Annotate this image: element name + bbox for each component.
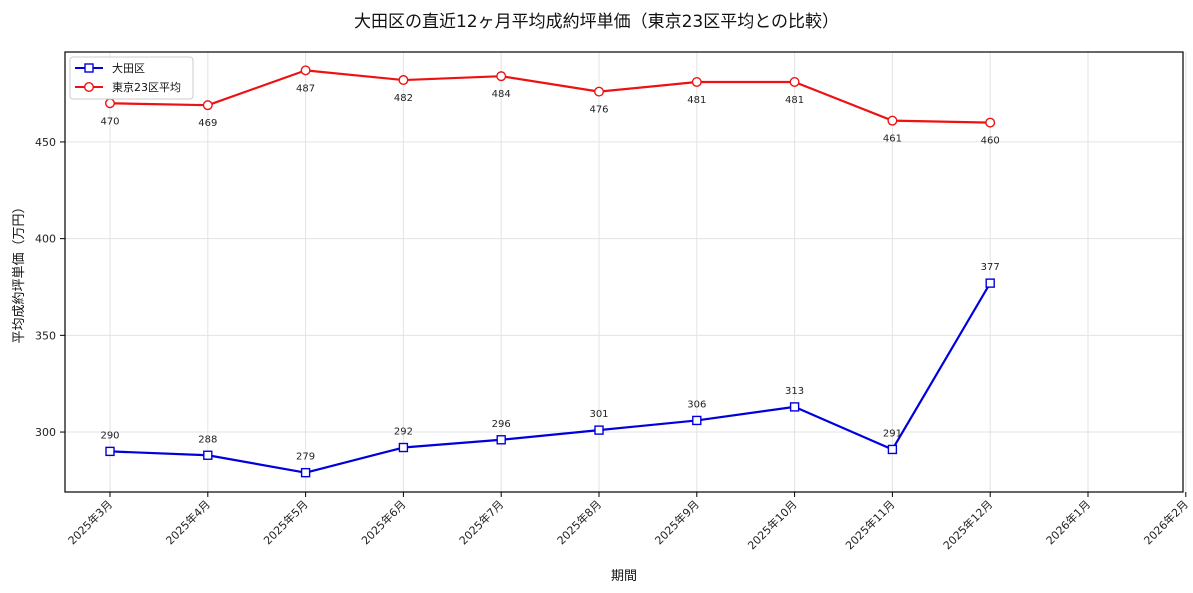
data-point-circle — [202, 100, 213, 111]
x-tick-label: 2026年1月 — [1043, 497, 1093, 547]
data-point-square — [887, 444, 898, 455]
data-point-square — [692, 415, 702, 426]
data-label: 296 — [492, 419, 511, 430]
chart-title: 大田区の直近12ヶ月平均成約坪単価（東京23区平均との比較） — [353, 12, 840, 32]
data-point-circle — [691, 76, 702, 87]
y-tick-label: 450 — [35, 136, 56, 149]
x-tick-label: 2025年11月 — [842, 497, 897, 552]
data-label: 291 — [883, 428, 902, 439]
plot-frame — [64, 51, 1184, 493]
x-axis-ticks: 2025年3月 2025年4月 2025年5月 2025年6月 2025年7月 2025年… — [65, 492, 1191, 552]
data-point-square — [203, 450, 213, 460]
data-label: 469 — [198, 118, 217, 129]
y-tick-label: 350 — [35, 329, 56, 342]
x-tick-label: 2025年8月 — [554, 497, 604, 547]
data-point-square — [496, 435, 506, 445]
x-tick-label: 2025年5月 — [261, 497, 311, 547]
x-tick-label: 2025年10月 — [745, 497, 800, 552]
x-tick-label: 2025年12月 — [940, 497, 995, 552]
legend-label-tokyo23: 東京23区平均 — [112, 80, 181, 94]
y-tick-label: 400 — [35, 233, 56, 246]
x-tick-label: 2026年2月 — [1141, 497, 1191, 547]
data-point-circle — [594, 86, 605, 97]
data-label: 470 — [100, 116, 119, 127]
series-tokyo23: 470 469 487 482 484 476 481 481 461 460 — [100, 65, 1000, 147]
legend-item-ota: 大田区 — [75, 61, 145, 75]
y-tick-label: 300 — [35, 426, 56, 439]
data-point-square — [985, 278, 995, 288]
series-ota: 290 288 279 292 296 301 306 313 291 377 — [100, 262, 1000, 478]
data-label: 461 — [883, 134, 902, 145]
x-tick-label: 2025年7月 — [456, 497, 506, 547]
data-label: 313 — [785, 386, 804, 397]
data-label: 377 — [981, 262, 1000, 273]
data-point-circle — [300, 65, 311, 76]
data-label: 288 — [198, 434, 217, 445]
data-label: 306 — [687, 399, 706, 410]
x-tick-label: 2025年9月 — [652, 497, 702, 547]
data-label: 290 — [100, 430, 119, 441]
circle-marker-icon — [83, 81, 94, 92]
series-line — [109, 282, 992, 474]
data-point-circle — [887, 115, 898, 126]
square-marker-icon — [84, 63, 94, 73]
data-label: 481 — [785, 95, 804, 106]
x-tick-label: 2025年6月 — [358, 497, 408, 547]
data-label: 476 — [589, 105, 608, 116]
data-label: 301 — [589, 409, 608, 420]
data-point-circle — [496, 71, 507, 82]
data-label: 279 — [296, 452, 315, 463]
x-tick-label: 2025年4月 — [163, 497, 213, 547]
legend-label-ota: 大田区 — [112, 61, 145, 75]
x-axis-label: 期間 — [611, 569, 637, 584]
data-point-square — [398, 442, 409, 453]
data-point-square — [105, 446, 115, 457]
x-tick-label: 2025年3月 — [65, 497, 115, 547]
y-axis-label: 平均成約坪単価（万円） — [11, 200, 27, 343]
data-label: 481 — [687, 95, 706, 106]
y-axis-ticks: 300 350 400 450 — [35, 136, 65, 439]
data-point-square — [594, 425, 604, 435]
data-label: 292 — [394, 427, 413, 438]
data-point-square — [300, 467, 311, 478]
data-point-circle — [104, 98, 115, 109]
grid-lines — [65, 52, 1187, 492]
data-label: 484 — [492, 89, 511, 100]
data-point-circle — [789, 76, 800, 87]
legend: 大田区 東京23区平均 — [69, 56, 194, 100]
legend-item-tokyo23: 東京23区平均 — [75, 80, 181, 94]
data-point-circle — [985, 117, 996, 128]
data-label: 487 — [296, 83, 315, 94]
data-point-circle — [398, 75, 409, 86]
data-point-square — [789, 402, 800, 412]
series-line — [109, 69, 991, 124]
data-label: 460 — [981, 136, 1000, 147]
data-label: 482 — [394, 93, 413, 104]
